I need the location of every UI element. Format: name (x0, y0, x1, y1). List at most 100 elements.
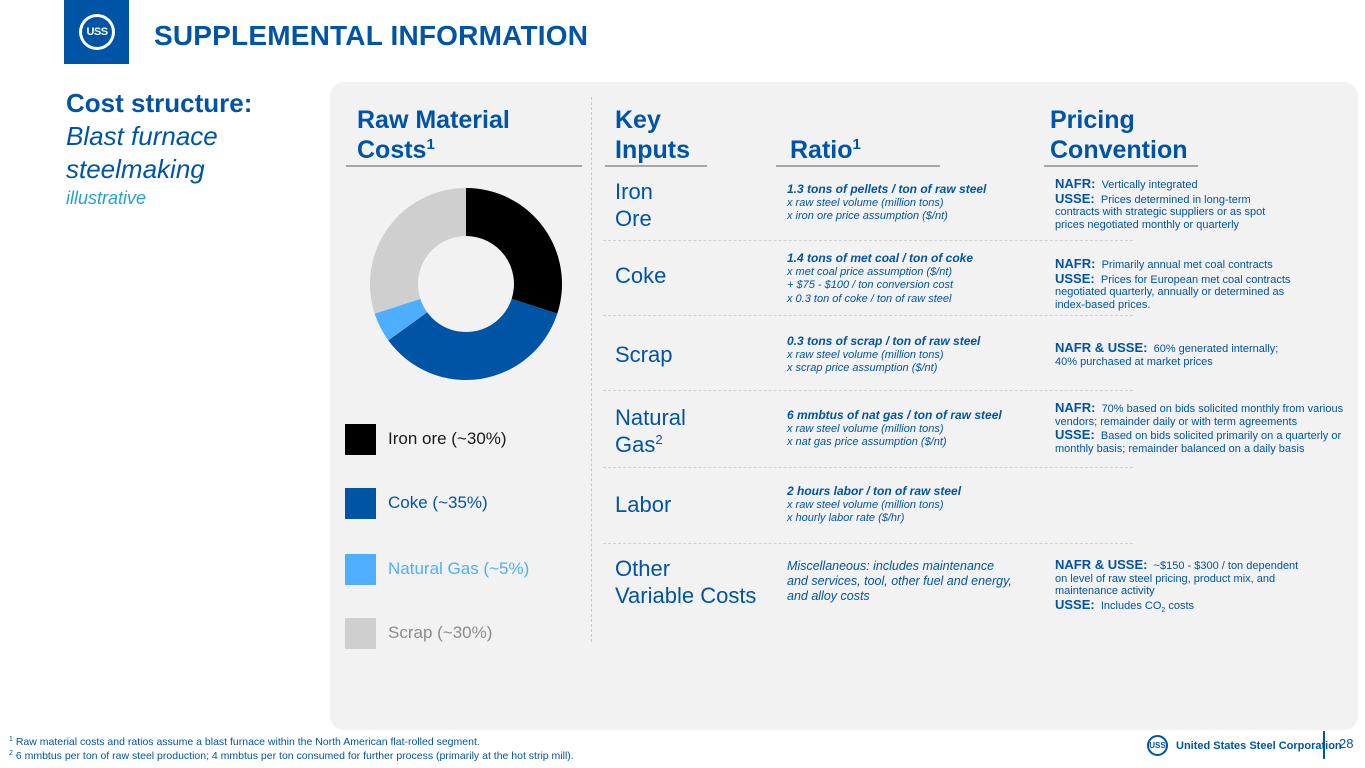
legend-swatch-iron-ore (345, 423, 376, 455)
pricing-scrap-text: 60% generated internally; 40% purchased … (1055, 343, 1279, 368)
raw-material-heading-line1: Raw Material (357, 106, 510, 134)
input-coke: Coke (615, 262, 666, 289)
raw-material-donut-chart (370, 188, 562, 380)
ratio-labor-line: x raw steel volume (million tons) (787, 498, 944, 511)
pricing-iron-ore-key: USSE: (1055, 190, 1095, 206)
raw-material-footnote-mark: 1 (426, 136, 435, 153)
ratio-labor: 2 hours labor / ton of raw steel x raw s… (787, 484, 1027, 526)
pricing-other-text-after: costs (1165, 599, 1195, 612)
footnote-1-mark: 1 (9, 736, 13, 743)
footnote-2-mark: 2 (9, 750, 13, 757)
input-coke-line1: Coke (615, 263, 667, 288)
input-labor: Labor (615, 491, 671, 518)
legend-label-iron-ore: Iron ore (~30%) (388, 429, 507, 448)
ratio-coke-lead: 1.4 tons of met coal / ton of coke (787, 251, 974, 265)
legend-swatch-natural-gas (345, 553, 376, 585)
input-other-variable-costs: Other Variable Costs (615, 555, 756, 609)
ratio-footnote-mark: 1 (852, 136, 861, 153)
legend-swatch-coke (345, 487, 376, 519)
pricing-iron-ore-text: Vertically integrated (1101, 179, 1198, 191)
ratio-natural-gas-line: x raw steel volume (million tons) (787, 422, 944, 435)
ratio-natural-gas-lead: 6 mmbtus of nat gas / ton of raw steel (787, 408, 1002, 422)
illustrative-note: illustrative (66, 188, 147, 208)
ratio-natural-gas-line: x nat gas price assumption ($/nt) (787, 436, 947, 448)
raw-material-underline (346, 165, 582, 167)
pricing-natural-gas: NAFR: 70% based on bids solicited monthl… (1055, 400, 1355, 456)
input-scrap: Scrap (615, 341, 672, 368)
page-number: 28 (1339, 736, 1354, 751)
pricing-natural-gas-text: Based on bids solicited primarily on a q… (1055, 430, 1342, 455)
ratio-coke-line: x met coal price assumption ($/nt) (787, 265, 953, 278)
subheading-line2: steelmaking (66, 154, 205, 184)
ratio-other-text: Miscellaneous: includes maintenance and … (787, 559, 1012, 603)
ratio-iron-ore-lead: 1.3 tons of pellets / ton of raw steel (787, 182, 987, 196)
co2-subscript: 2 (1161, 606, 1166, 614)
pricing-coke-key: USSE: (1055, 270, 1095, 286)
legend-label-scrap: Scrap (~30%) (388, 623, 493, 642)
donut-slice-natural-gas (374, 298, 428, 341)
key-inputs-heading-line2: Inputs (615, 136, 690, 164)
ratio-coke-line: x 0.3 ton of coke / ton of raw steel (787, 292, 952, 305)
pricing-heading-line1: Pricing (1050, 106, 1135, 134)
ratio-iron-ore: 1.3 tons of pellets / ton of raw steel x… (787, 182, 1027, 224)
uss-logo-text: USS (82, 17, 112, 47)
pricing-heading: Pricing Convention (1050, 105, 1188, 165)
key-inputs-underline (605, 165, 707, 167)
key-inputs-heading: Key Inputs (615, 105, 690, 165)
ratio-iron-ore-line: x iron ore price assumption ($/nt) (787, 210, 948, 222)
ratio-iron-ore-line: x raw steel volume (million tons) (787, 196, 944, 209)
cost-structure-heading: Cost structure: (66, 88, 253, 118)
pricing-iron-ore-text: Prices determined in long-term contracts… (1055, 193, 1266, 231)
pricing-natural-gas-key: NAFR: (1055, 400, 1096, 415)
footnote-1: 1 Raw material costs and ratios assume a… (9, 735, 574, 749)
pricing-heading-line2: Convention (1050, 136, 1188, 164)
ratio-natural-gas: 6 mmbtus of nat gas / ton of raw steel x… (787, 408, 1027, 450)
page-title: SUPPLEMENTAL INFORMATION (154, 20, 589, 51)
pricing-coke-text: Prices for European met coal contracts n… (1055, 273, 1291, 311)
donut-slice-iron-ore (466, 188, 562, 314)
footnote-2-text: 6 mmbtus per ton of raw steel production… (12, 750, 574, 762)
pricing-natural-gas-key: USSE: (1055, 427, 1095, 442)
ratio-heading: Ratio1 (790, 135, 861, 165)
pricing-scrap-key: NAFR & USSE: (1055, 340, 1148, 355)
row-separator (603, 543, 1133, 544)
pricing-natural-gas-text: 70% based on bids solicited monthly from… (1055, 403, 1344, 428)
ratio-scrap-lead: 0.3 tons of scrap / ton of raw steel (787, 334, 981, 348)
ratio-scrap-line: x scrap price assumption ($/nt) (787, 362, 938, 374)
ratio-underline (776, 165, 940, 167)
pricing-coke-text: Primarily annual met coal contracts (1101, 259, 1273, 271)
input-natural-gas-line1: Natural (615, 405, 686, 430)
raw-material-heading-line2: Costs (357, 136, 427, 164)
input-scrap-line1: Scrap (615, 342, 673, 367)
pricing-scrap: NAFR & USSE: 60% generated internally; 4… (1055, 340, 1280, 369)
pricing-iron-ore: NAFR: Vertically integrated USSE: Prices… (1055, 177, 1290, 232)
row-separator (603, 390, 1133, 391)
ratio-scrap-line: x raw steel volume (million tons) (787, 348, 944, 361)
input-labor-line1: Labor (615, 492, 672, 517)
row-separator (603, 240, 1133, 241)
content-panel (330, 82, 1358, 730)
footnote-2: 2 6 mmbtus per ton of raw steel producti… (9, 749, 574, 763)
input-natural-gas-line2: Gas (615, 432, 656, 457)
natural-gas-footnote-mark: 2 (655, 432, 663, 447)
pricing-underline (1044, 165, 1198, 167)
input-other-line2: Variable Costs (615, 583, 757, 608)
pricing-other-key: NAFR & USSE: (1055, 557, 1148, 572)
key-inputs-heading-line1: Key (615, 106, 661, 134)
pricing-other-key: USSE: (1055, 596, 1095, 612)
legend-swatch-scrap (345, 617, 376, 649)
pricing-other-variable-costs: NAFR & USSE: ~$150 - $300 / ton dependen… (1055, 557, 1305, 618)
footnote-1-text: Raw material costs and ratios assume a b… (12, 736, 480, 748)
subheading-line1: Blast furnace (66, 121, 218, 151)
ratio-other-variable-costs: Miscellaneous: includes maintenance and … (787, 559, 1012, 604)
brand-footer: USS United States Steel Corporation (1147, 735, 1342, 756)
ratio-heading-text: Ratio (790, 136, 853, 164)
donut-slice-scrap (370, 188, 466, 314)
legend-item-natural-gas: Natural Gas (~5%) (345, 553, 529, 585)
donut-slice-coke (388, 298, 558, 380)
left-heading: Cost structure: Blast furnace steelmakin… (66, 86, 316, 209)
ratio-labor-lead: 2 hours labor / ton of raw steel (787, 484, 962, 498)
pricing-coke: NAFR: Primarily annual met coal contract… (1055, 257, 1293, 312)
legend-item-scrap: Scrap (~30%) (345, 617, 493, 649)
input-iron-ore: Iron Ore (615, 178, 653, 232)
